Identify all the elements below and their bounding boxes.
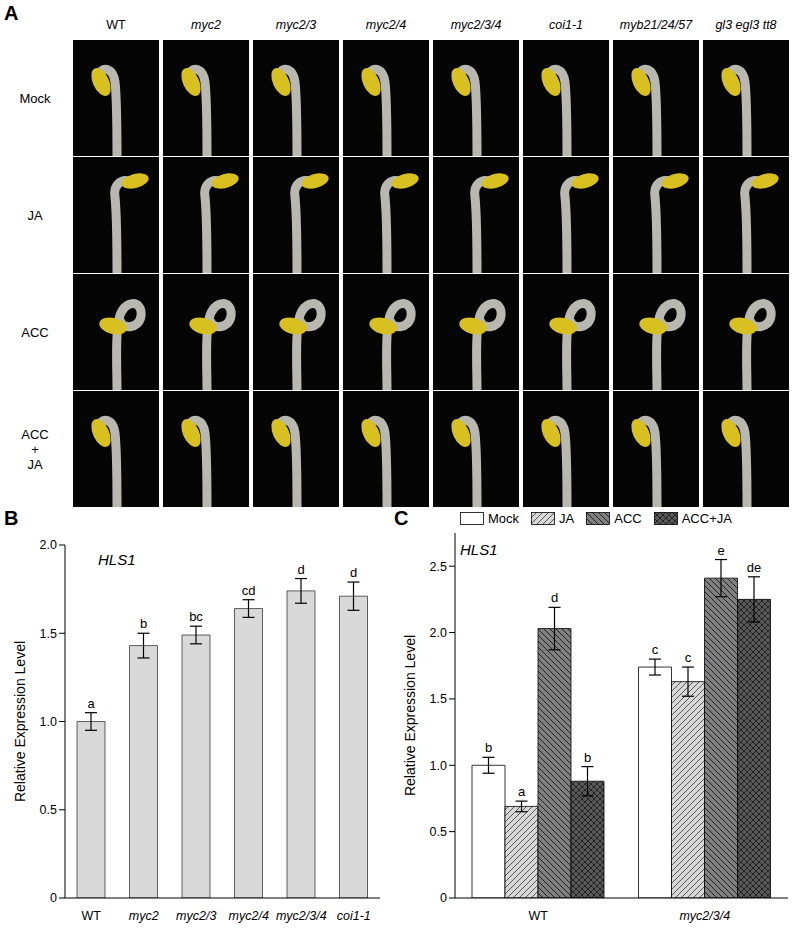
svg-text:myc2/3: myc2/3 [176, 909, 216, 923]
html-text:ACC: ACC [21, 426, 49, 442]
svg-text:0.5: 0.5 [430, 825, 447, 839]
svg-text:1.0: 1.0 [40, 715, 57, 729]
svg-text:2.0: 2.0 [40, 538, 57, 552]
svg-text:1.5: 1.5 [430, 692, 447, 706]
html-text:JA: JA [27, 207, 43, 223]
html-text:HLS1: HLS1 [98, 551, 136, 568]
svg-text:0: 0 [440, 891, 447, 905]
html-text:C: C [394, 507, 409, 529]
html-text:myc2: myc2 [191, 18, 221, 32]
svg-text:Relative Expression Level: Relative Expression Level [12, 641, 28, 802]
svg-text:1.5: 1.5 [40, 627, 57, 641]
html-text:Mock: Mock [19, 90, 51, 106]
svg-text:b: b [584, 750, 591, 765]
html-text:JA: JA [559, 511, 575, 526]
svg-text:coi1-1: coi1-1 [337, 909, 371, 923]
html-text:Mock: Mock [488, 511, 520, 526]
html-text:JA: JA [27, 456, 43, 472]
svg-text:e: e [717, 543, 724, 558]
html-text:coi1-1: coi1-1 [549, 18, 583, 32]
svg-text:a: a [87, 696, 95, 711]
html-text:WT: WT [106, 18, 126, 32]
svg-text:d: d [350, 565, 357, 580]
svg-text:2.5: 2.5 [430, 560, 447, 574]
html-text:ACC+JA: ACC+JA [681, 511, 732, 526]
svg-text:de: de [747, 560, 761, 575]
svg-text:b: b [140, 616, 147, 631]
svg-text:0: 0 [50, 891, 57, 905]
svg-text:d: d [297, 562, 304, 577]
html-text:myc2/3: myc2/3 [275, 18, 317, 32]
svg-text:b: b [485, 740, 492, 755]
svg-text:c: c [652, 642, 659, 657]
svg-text:myc2/4: myc2/4 [229, 909, 269, 923]
svg-text:myc2: myc2 [129, 909, 159, 923]
svg-text:0.5: 0.5 [40, 803, 57, 817]
html-text:myc2/4: myc2/4 [365, 18, 407, 32]
html-text:myc2/3/4: myc2/3/4 [450, 18, 502, 32]
html-text:ACC: ACC [614, 511, 642, 526]
svg-text:WT: WT [529, 909, 549, 923]
svg-text:cd: cd [242, 583, 256, 598]
svg-text:c: c [685, 650, 692, 665]
svg-text:myc2/3/4: myc2/3/4 [679, 909, 730, 923]
svg-text:a: a [518, 784, 526, 799]
svg-text:d: d [551, 590, 558, 605]
svg-text:1.0: 1.0 [430, 759, 447, 773]
svg-text:Relative Expression Level: Relative Expression Level [402, 635, 418, 796]
svg-text:myc2/3/4: myc2/3/4 [276, 909, 327, 923]
html-text:myb21/24/57: myb21/24/57 [619, 18, 693, 32]
html-text:HLS1: HLS1 [460, 541, 498, 558]
svg-text:bc: bc [189, 609, 203, 624]
svg-text:2.0: 2.0 [430, 626, 447, 640]
html-text:A: A [4, 2, 19, 24]
html-text:B: B [4, 507, 19, 529]
html-text:gl3 egl3 tt8: gl3 egl3 tt8 [715, 18, 777, 32]
html-text:ACC: ACC [21, 324, 49, 340]
svg-text:WT: WT [82, 909, 102, 923]
